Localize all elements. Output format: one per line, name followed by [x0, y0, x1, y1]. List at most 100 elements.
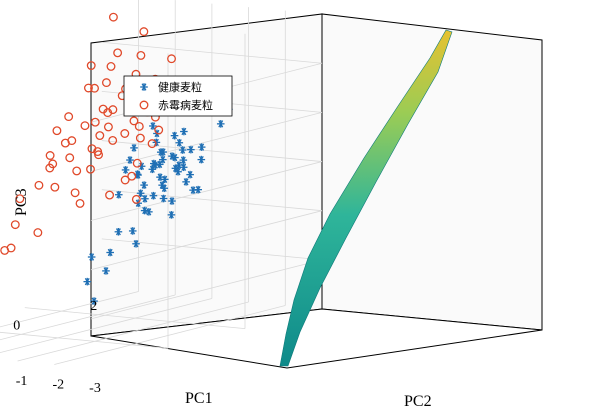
- data-point-healthy: [194, 185, 202, 194]
- data-point-healthy: [149, 122, 157, 130]
- legend-box: [123, 75, 233, 117]
- grid-line-y-floor: [54, 305, 286, 365]
- decision-surface: [279, 29, 453, 367]
- data-point-infected: [139, 27, 149, 37]
- y-tick-label: -2: [52, 377, 64, 392]
- data-point-healthy: [197, 143, 206, 151]
- data-point-infected: [34, 180, 44, 190]
- data-point-healthy: [168, 197, 176, 205]
- y-tick-label: -1: [16, 374, 28, 389]
- data-point-infected: [167, 54, 176, 64]
- data-point-healthy: [168, 152, 176, 160]
- data-point-healthy: [151, 161, 160, 169]
- data-point-healthy: [145, 208, 153, 216]
- data-point-healthy: [180, 127, 188, 136]
- data-point-infected: [0, 245, 10, 255]
- data-point-healthy: [149, 191, 158, 200]
- data-point-healthy: [197, 155, 206, 164]
- data-point-infected: [10, 220, 20, 230]
- data-point-infected: [95, 131, 105, 141]
- data-point-infected: [129, 116, 139, 126]
- data-point-infected: [83, 83, 93, 93]
- series-healthy: [83, 101, 233, 305]
- data-point-infected: [103, 122, 113, 132]
- grid-line-y-floor: [0, 291, 139, 328]
- data-point-infected: [48, 159, 58, 169]
- x-tick-label: 2: [90, 299, 97, 314]
- legend-label-healthy: 健康麦粒: [158, 80, 202, 94]
- data-point-healthy: [140, 206, 149, 215]
- data-point-healthy: [175, 161, 183, 169]
- data-point-healthy: [87, 253, 96, 261]
- data-point-healthy: [179, 156, 188, 164]
- data-point-infected: [135, 133, 145, 143]
- grid-line-y-floor: [0, 298, 212, 354]
- z-axis-label: PC3: [13, 188, 30, 216]
- axes-walls: [90, 13, 543, 369]
- data-point-infected: [103, 108, 113, 118]
- x-axis-label: PC1: [185, 390, 213, 407]
- data-point-infected: [105, 190, 115, 200]
- legend-marker-infected: [139, 100, 149, 110]
- data-point-healthy: [171, 164, 180, 173]
- data-point-healthy: [121, 166, 130, 174]
- data-point-infected: [136, 50, 146, 60]
- data-point-infected: [93, 147, 103, 156]
- data-point-infected: [106, 62, 116, 71]
- data-point-healthy: [186, 170, 194, 179]
- data-point-healthy: [170, 131, 179, 140]
- data-point-healthy: [161, 175, 169, 184]
- data-point-infected: [15, 194, 25, 204]
- data-point-healthy: [167, 211, 176, 219]
- data-point-healthy: [114, 190, 123, 199]
- legend: 健康麦粒 赤霉病麦粒: [123, 75, 233, 117]
- data-point-infected: [72, 166, 82, 176]
- data-point-infected: [80, 121, 90, 131]
- data-point-infected: [50, 182, 60, 192]
- data-point-healthy: [90, 297, 98, 305]
- data-point-infected: [86, 61, 96, 70]
- data-point-infected: [33, 228, 43, 238]
- data-point-infected: [64, 112, 74, 122]
- y-tick-label: -3: [89, 381, 101, 396]
- grid-line-z: [90, 210, 323, 271]
- data-point-healthy: [178, 146, 187, 154]
- data-point-infected: [70, 188, 80, 198]
- data-point-healthy: [128, 227, 137, 235]
- data-point-healthy: [156, 173, 164, 181]
- data-point-infected: [90, 117, 100, 127]
- data-point-healthy: [187, 145, 195, 154]
- back-wall-left: [90, 13, 323, 337]
- data-point-infected: [108, 136, 118, 145]
- legend-label-infected: 赤霉病麦粒: [158, 98, 213, 112]
- data-point-healthy: [189, 186, 197, 194]
- data-point-infected: [131, 194, 141, 204]
- data-point-healthy: [140, 181, 148, 189]
- data-point-infected: [52, 126, 62, 136]
- data-point-healthy: [159, 148, 167, 156]
- data-point-healthy: [126, 156, 134, 164]
- data-point-healthy: [141, 194, 149, 203]
- data-point-infected: [134, 121, 144, 131]
- data-point-infected: [113, 48, 123, 58]
- data-point-infected: [120, 175, 130, 185]
- data-point-infected: [147, 139, 157, 149]
- data-point-healthy: [175, 138, 184, 147]
- data-point-healthy: [158, 181, 166, 189]
- data-point-infected: [90, 83, 99, 93]
- separating-surface: [279, 29, 453, 367]
- data-point-healthy: [83, 277, 92, 286]
- data-point-healthy: [114, 227, 123, 236]
- data-point-infected: [45, 151, 55, 160]
- data-point-infected: [120, 129, 130, 138]
- grid-line-z: [90, 161, 323, 221]
- grid-line-y-floor: [0, 294, 176, 341]
- data-point-healthy: [216, 120, 225, 128]
- data-point-infected: [86, 164, 95, 174]
- data-point-infected: [75, 198, 85, 208]
- data-point-infected: [132, 158, 142, 168]
- data-point-healthy: [102, 267, 110, 275]
- data-point-healthy: [155, 160, 164, 169]
- data-point-healthy: [174, 167, 182, 176]
